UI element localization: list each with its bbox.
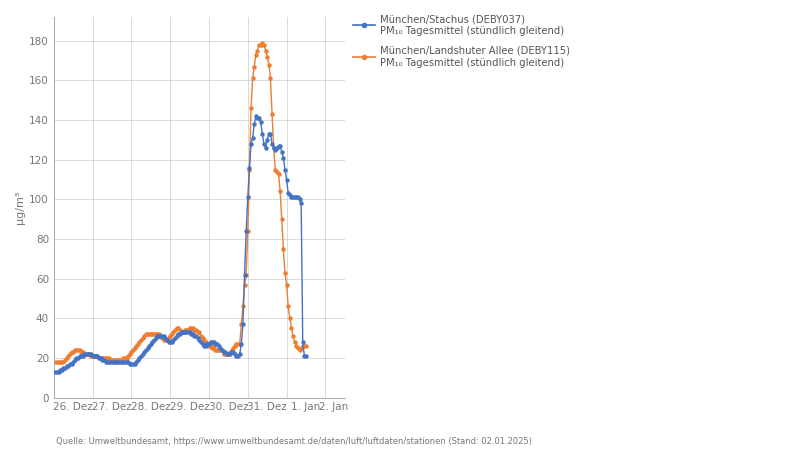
Y-axis label: µg/m³: µg/m³ <box>15 190 25 224</box>
Legend: München/Stachus (DEBY037)
PM₁₀ Tagesmittel (stündlich gleitend), München/Landshu: München/Stachus (DEBY037) PM₁₀ Tagesmitt… <box>353 14 570 68</box>
Text: Quelle: Umweltbundesamt, https://www.umweltbundesamt.de/daten/luft/luftdaten/sta: Quelle: Umweltbundesamt, https://www.umw… <box>56 436 532 446</box>
